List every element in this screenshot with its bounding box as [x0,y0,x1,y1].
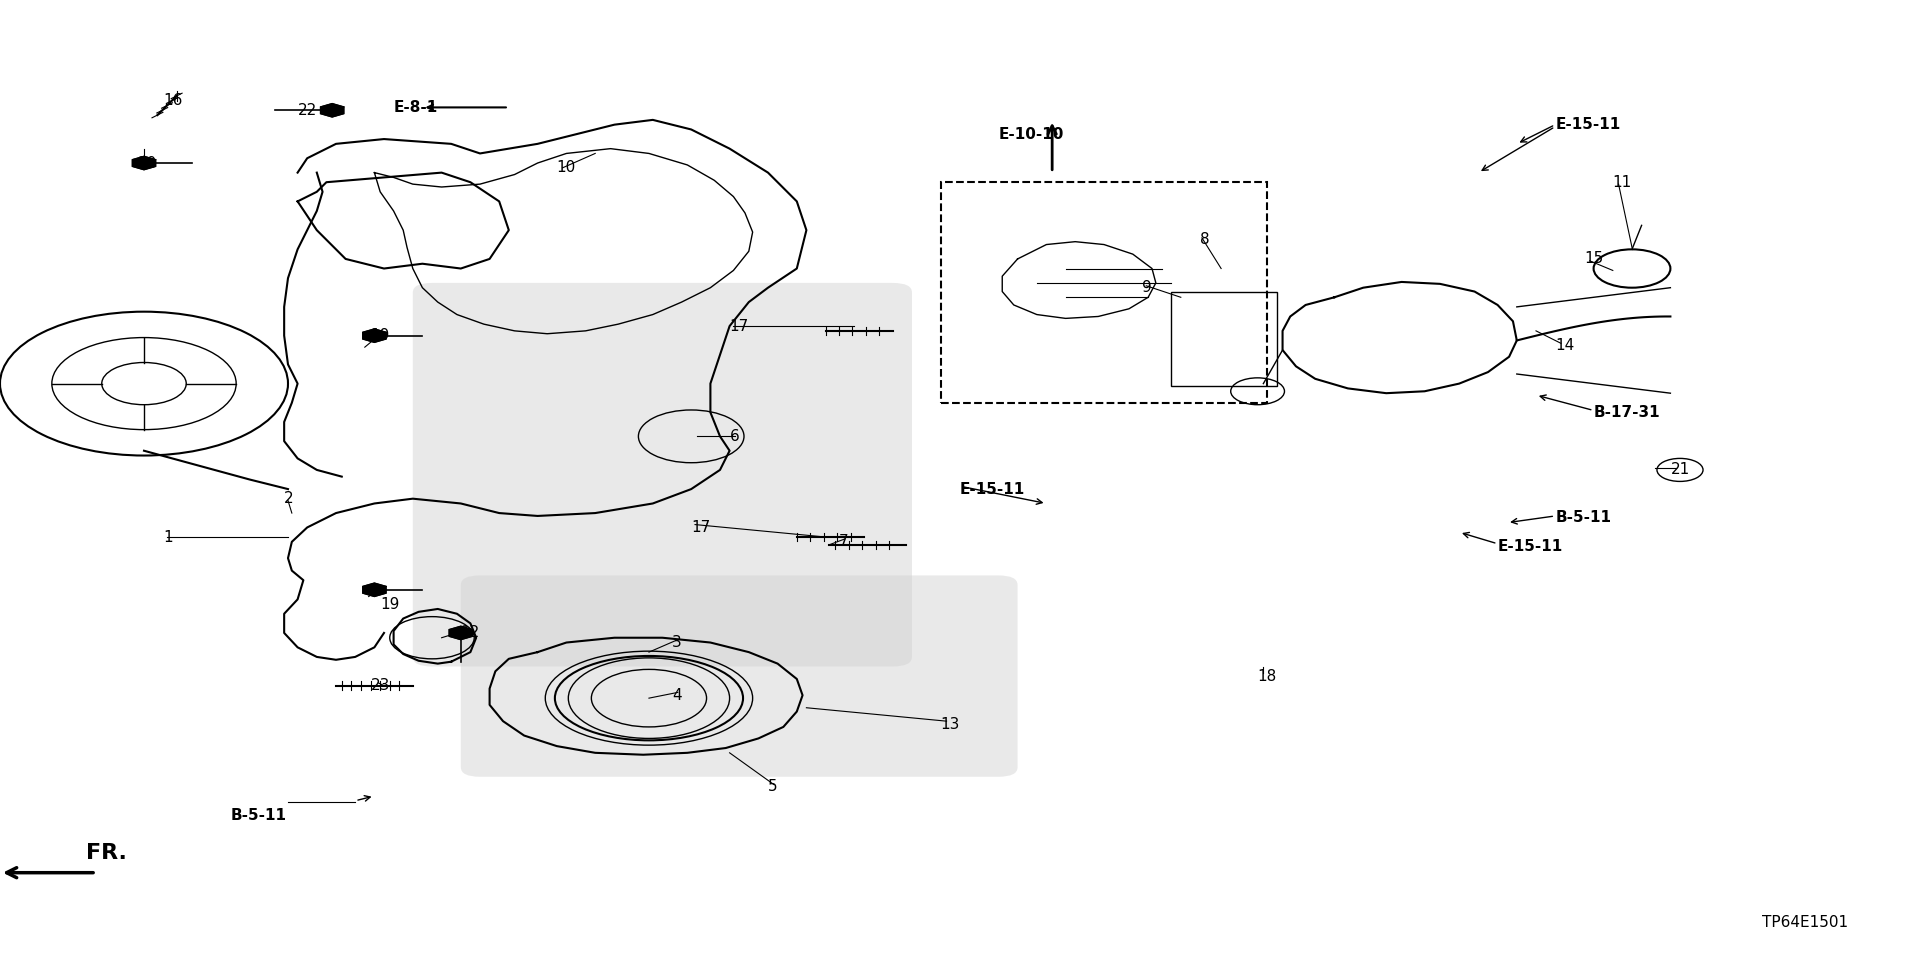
Bar [941,182,1267,403]
Bar [1171,292,1277,386]
Polygon shape [132,156,156,170]
Text: 9: 9 [1142,280,1152,295]
Text: 17: 17 [730,318,749,334]
Text: B-5-11: B-5-11 [230,807,286,823]
Text: 16: 16 [163,93,182,108]
Text: 7: 7 [839,534,849,550]
Text: FR.: FR. [86,843,127,863]
Text: 19: 19 [371,328,390,343]
Text: 21: 21 [1670,462,1690,478]
Text: 8: 8 [1200,232,1210,247]
Text: E-10-10: E-10-10 [998,127,1064,142]
Polygon shape [363,329,386,342]
Text: 23: 23 [371,678,390,693]
Text: 10: 10 [557,160,576,175]
FancyBboxPatch shape [461,575,1018,777]
Text: 13: 13 [941,716,960,732]
FancyBboxPatch shape [413,283,912,667]
Text: 22: 22 [298,103,317,118]
Text: 11: 11 [1613,175,1632,190]
Text: 6: 6 [730,429,739,444]
Text: 17: 17 [691,520,710,535]
Text: 14: 14 [1555,338,1574,353]
Text: 20: 20 [138,155,157,171]
Polygon shape [321,104,344,117]
Polygon shape [449,626,472,640]
Text: E-15-11: E-15-11 [960,481,1025,497]
Text: E-15-11: E-15-11 [1555,117,1620,132]
Text: 18: 18 [1258,668,1277,684]
Text: 5: 5 [768,779,778,794]
Text: B-17-31: B-17-31 [1594,405,1661,420]
Text: E-8-1: E-8-1 [394,100,438,115]
Text: E-15-11: E-15-11 [1498,539,1563,554]
Text: 2: 2 [284,491,294,506]
Text: 1: 1 [163,529,173,545]
Text: 12: 12 [461,625,480,641]
Text: TP64E1501: TP64E1501 [1763,915,1847,930]
Text: 19: 19 [380,596,399,612]
Text: B-5-11: B-5-11 [1555,510,1611,526]
Text: 3: 3 [672,635,682,650]
Text: 4: 4 [672,688,682,703]
Polygon shape [363,583,386,596]
Text: 15: 15 [1584,251,1603,267]
